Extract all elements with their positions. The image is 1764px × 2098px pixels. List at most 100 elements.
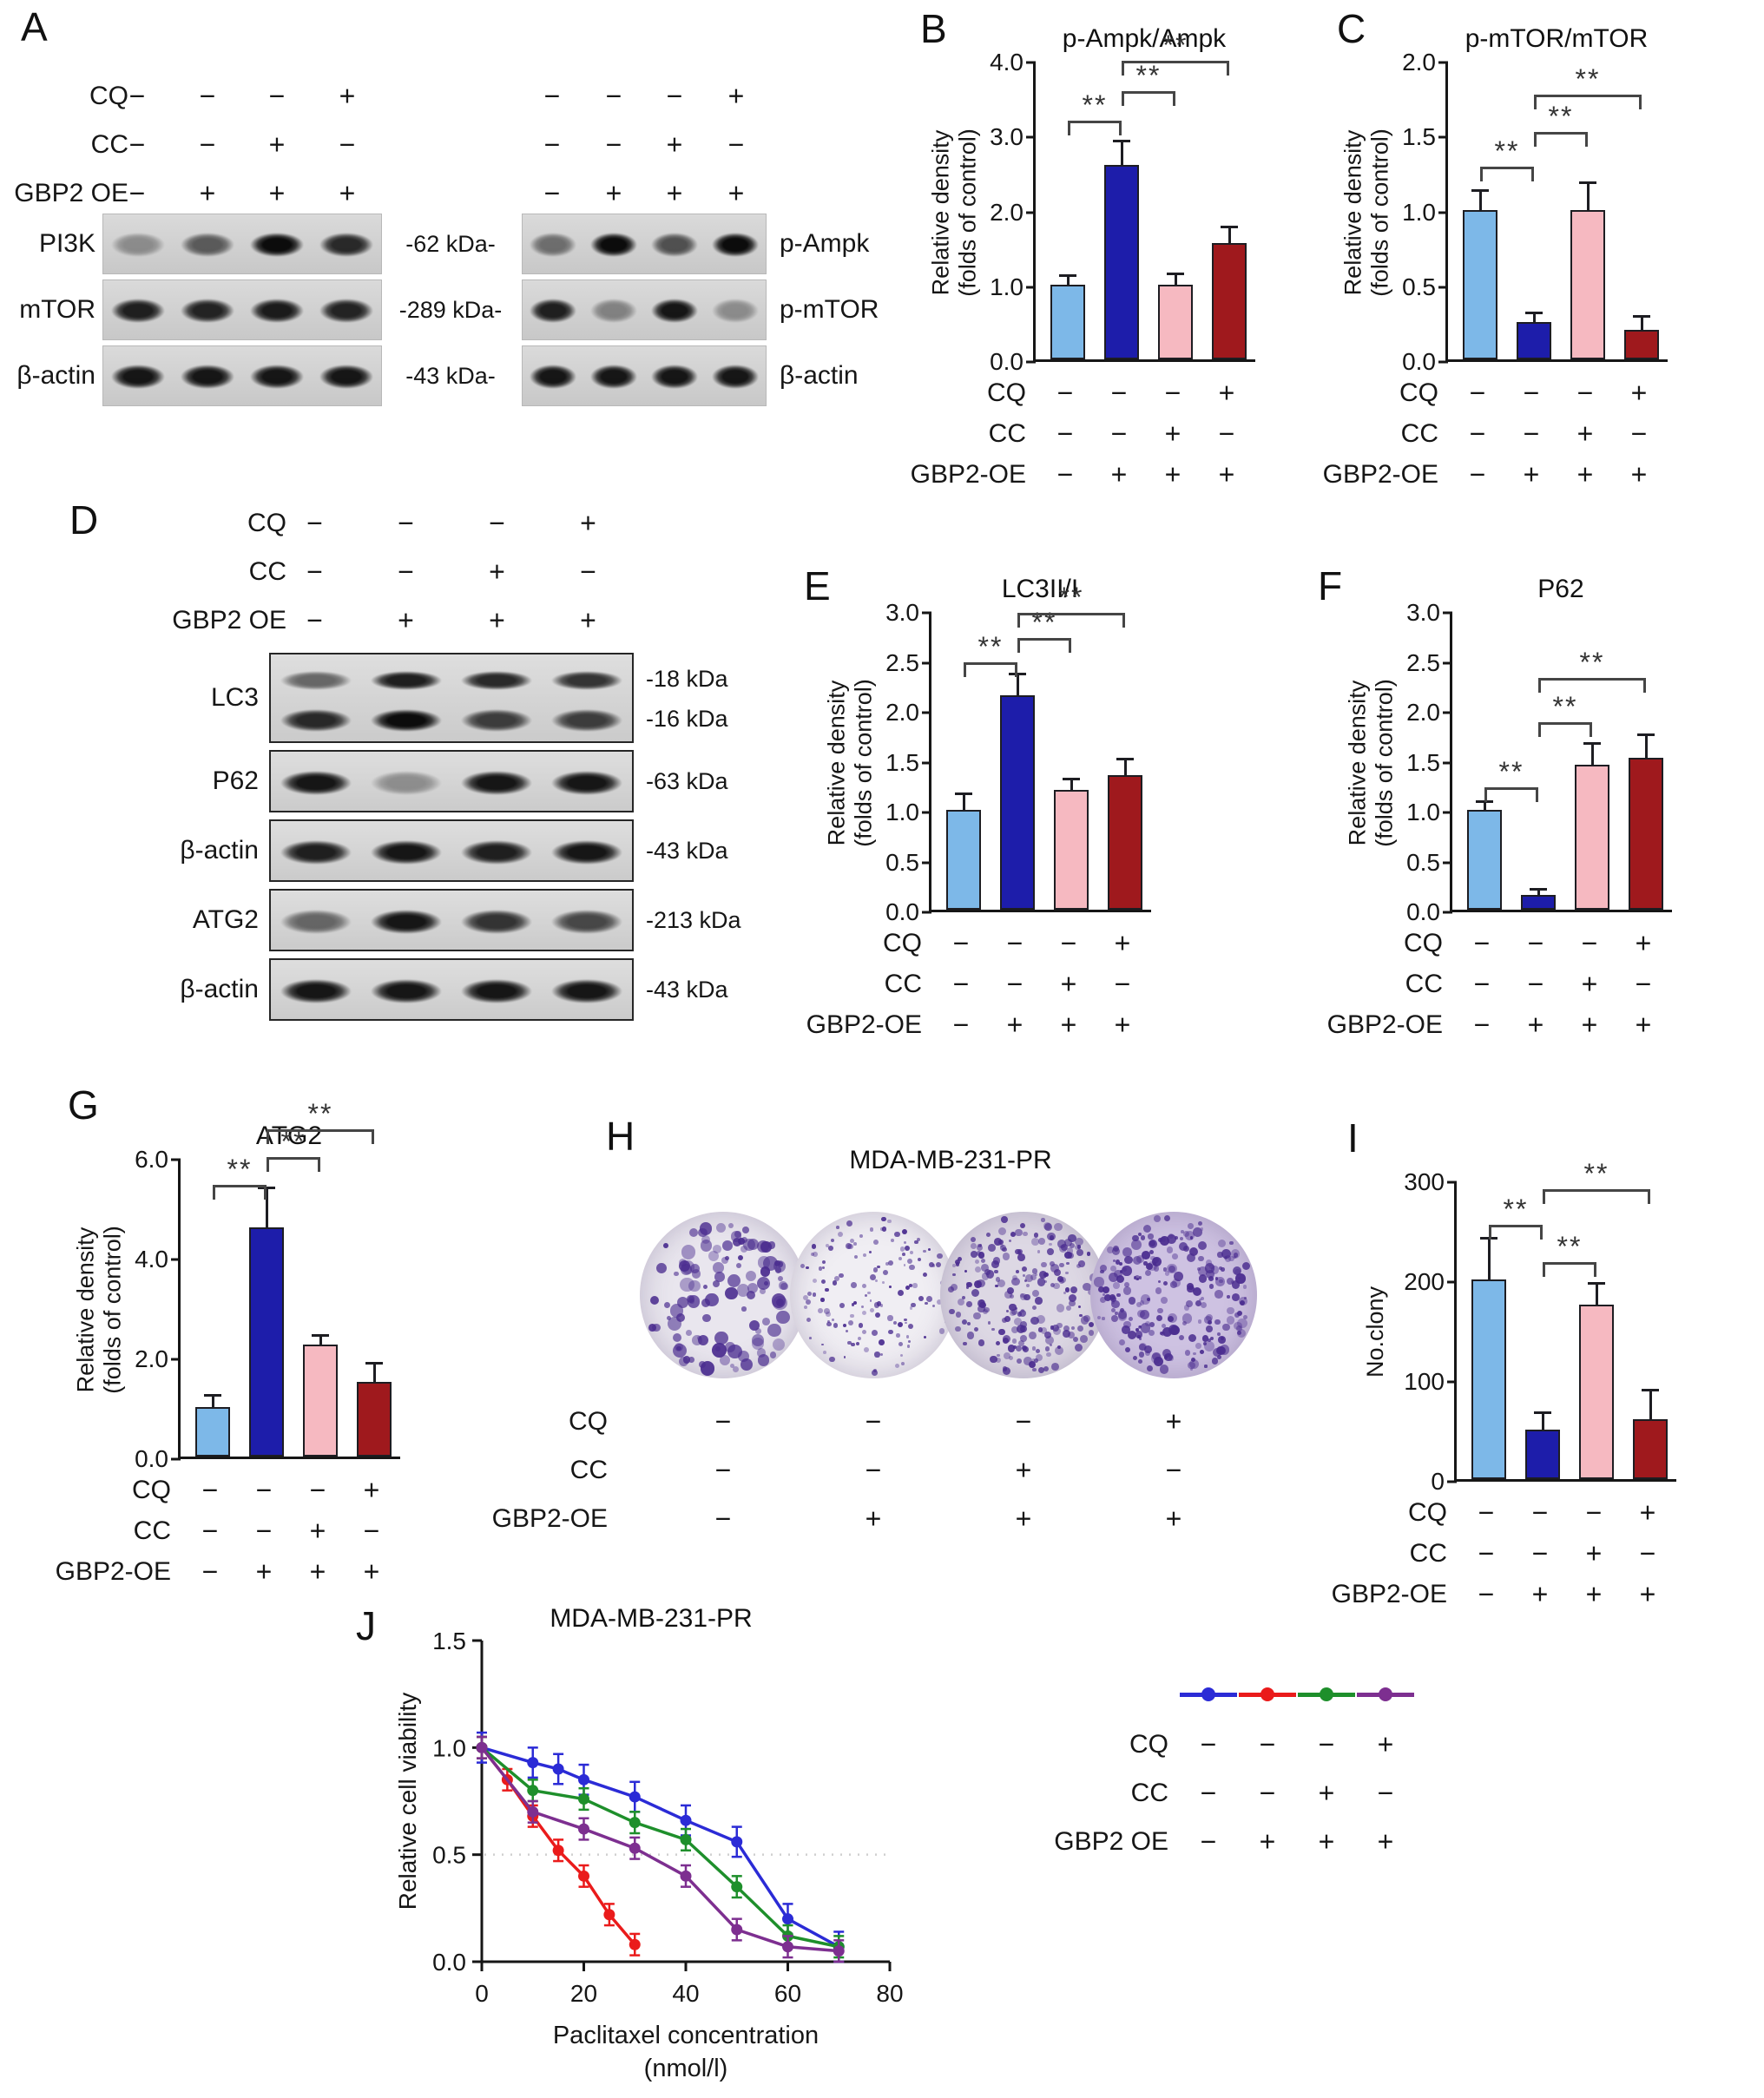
colony-well bbox=[1090, 1212, 1257, 1378]
colony-dot bbox=[1182, 1230, 1190, 1237]
colony-dot bbox=[1011, 1277, 1021, 1286]
sig-label: ** bbox=[1135, 59, 1162, 91]
colony-dot bbox=[996, 1353, 1000, 1358]
colony-dot bbox=[1152, 1352, 1162, 1361]
panel-d-condition-symbol: − bbox=[398, 507, 414, 539]
condition-symbol: + bbox=[309, 1515, 326, 1546]
colony-dot bbox=[1203, 1341, 1214, 1352]
condition-symbol: − bbox=[363, 1515, 380, 1546]
y-tick-mark bbox=[1443, 611, 1452, 615]
panel-a-condition-symbol: − bbox=[199, 128, 216, 161]
colony-dot bbox=[732, 1238, 741, 1247]
sig-bracket-tick bbox=[372, 1131, 374, 1145]
colony-dot bbox=[1236, 1329, 1247, 1338]
colony-dot bbox=[714, 1332, 728, 1345]
y-tick-mark bbox=[1026, 360, 1036, 364]
colony-dot bbox=[1049, 1343, 1053, 1347]
legend-condition-symbol: + bbox=[1318, 1777, 1335, 1809]
colony-dot bbox=[1205, 1259, 1213, 1266]
colony-dot bbox=[746, 1270, 757, 1281]
colony-dot bbox=[1162, 1348, 1171, 1358]
colony-dot bbox=[1234, 1321, 1242, 1331]
error-bar-cap bbox=[1633, 314, 1650, 318]
bar bbox=[1629, 758, 1663, 910]
y-tick-label: 2.5 bbox=[885, 648, 919, 676]
colony-dot bbox=[951, 1284, 958, 1292]
colony-dot bbox=[806, 1266, 809, 1269]
colony-dot bbox=[923, 1272, 928, 1277]
colony-dot bbox=[845, 1330, 849, 1333]
colony-dot bbox=[1135, 1331, 1143, 1338]
colony-dot bbox=[986, 1232, 991, 1237]
colony-dot bbox=[826, 1322, 832, 1327]
colony-dot bbox=[880, 1304, 884, 1307]
panel-a-condition-symbol: − bbox=[268, 80, 286, 112]
line-chart-title: MDA-MB-231-PR bbox=[550, 1604, 753, 1633]
colony-dot bbox=[822, 1351, 826, 1355]
sig-bracket-line bbox=[1480, 166, 1534, 169]
colony-dot bbox=[1112, 1259, 1116, 1263]
colony-dot bbox=[730, 1230, 742, 1242]
colony-dot bbox=[1077, 1305, 1081, 1308]
condition-symbol: − bbox=[255, 1515, 273, 1546]
colony-dot bbox=[740, 1246, 748, 1253]
colony-dot bbox=[1162, 1326, 1173, 1338]
y-tick-mark bbox=[171, 1258, 181, 1261]
colony-dot bbox=[1149, 1240, 1158, 1249]
colony-dot bbox=[1153, 1215, 1161, 1222]
colony-dot bbox=[1022, 1273, 1025, 1277]
condition-symbol: + bbox=[1060, 968, 1077, 999]
error-bar bbox=[1532, 314, 1536, 322]
series-marker bbox=[578, 1823, 589, 1835]
condition-symbol: − bbox=[952, 927, 970, 958]
colony-dot bbox=[887, 1315, 893, 1321]
colony-dot bbox=[1144, 1345, 1152, 1353]
y-tick-mark bbox=[171, 1358, 181, 1361]
series-marker bbox=[552, 1845, 564, 1857]
colony-dot bbox=[1024, 1357, 1032, 1365]
colony-dot bbox=[1047, 1248, 1054, 1255]
colony-dot bbox=[980, 1259, 985, 1264]
condition-symbol: + bbox=[1531, 1578, 1549, 1609]
y-tick-mark bbox=[922, 661, 931, 664]
error-bar-cap bbox=[1471, 188, 1489, 192]
colony-dot bbox=[721, 1240, 733, 1251]
condition-symbol: + bbox=[1630, 458, 1648, 490]
colony-dot bbox=[1047, 1232, 1056, 1241]
condition-label: CQ bbox=[1399, 378, 1438, 407]
sig-bracket-tick bbox=[1590, 724, 1592, 738]
colony-dot bbox=[1142, 1250, 1151, 1259]
colony-dot bbox=[1009, 1303, 1017, 1312]
colony-dot bbox=[729, 1363, 735, 1369]
colony-dot bbox=[1133, 1276, 1137, 1279]
colony-dot bbox=[1232, 1266, 1241, 1275]
bar bbox=[1000, 694, 1035, 910]
colony-dot bbox=[811, 1252, 815, 1256]
colony-dot bbox=[708, 1251, 719, 1261]
panel-a-condition-symbol: + bbox=[727, 80, 745, 112]
colony-dot bbox=[891, 1239, 894, 1243]
panel-a-condition-symbol: + bbox=[727, 177, 745, 209]
blot-band bbox=[371, 979, 442, 1003]
sig-label: ** bbox=[307, 1098, 333, 1130]
colony-dot bbox=[1045, 1335, 1054, 1345]
sig-bracket-tick bbox=[1540, 1227, 1543, 1240]
y-tick-label: 1.0 bbox=[990, 273, 1024, 300]
colony-dot bbox=[1162, 1267, 1168, 1272]
colony-dot bbox=[1094, 1277, 1104, 1287]
colony-dot bbox=[1183, 1305, 1190, 1311]
colony-dot bbox=[692, 1269, 701, 1279]
colony-dot bbox=[1063, 1238, 1072, 1246]
colony-dot bbox=[1037, 1327, 1043, 1332]
condition-symbol: − bbox=[1576, 377, 1594, 408]
colony-dot bbox=[1078, 1259, 1085, 1267]
y-tick-mark bbox=[1447, 1280, 1457, 1284]
panel-d-blot-strip bbox=[269, 750, 634, 812]
colony-dot bbox=[743, 1239, 755, 1252]
colony-dot bbox=[874, 1312, 880, 1319]
colony-dot bbox=[1016, 1345, 1023, 1352]
series-marker bbox=[782, 1941, 793, 1953]
colony-dot bbox=[760, 1266, 771, 1277]
condition-symbol: − bbox=[1473, 1009, 1491, 1040]
series-marker bbox=[552, 1763, 564, 1775]
